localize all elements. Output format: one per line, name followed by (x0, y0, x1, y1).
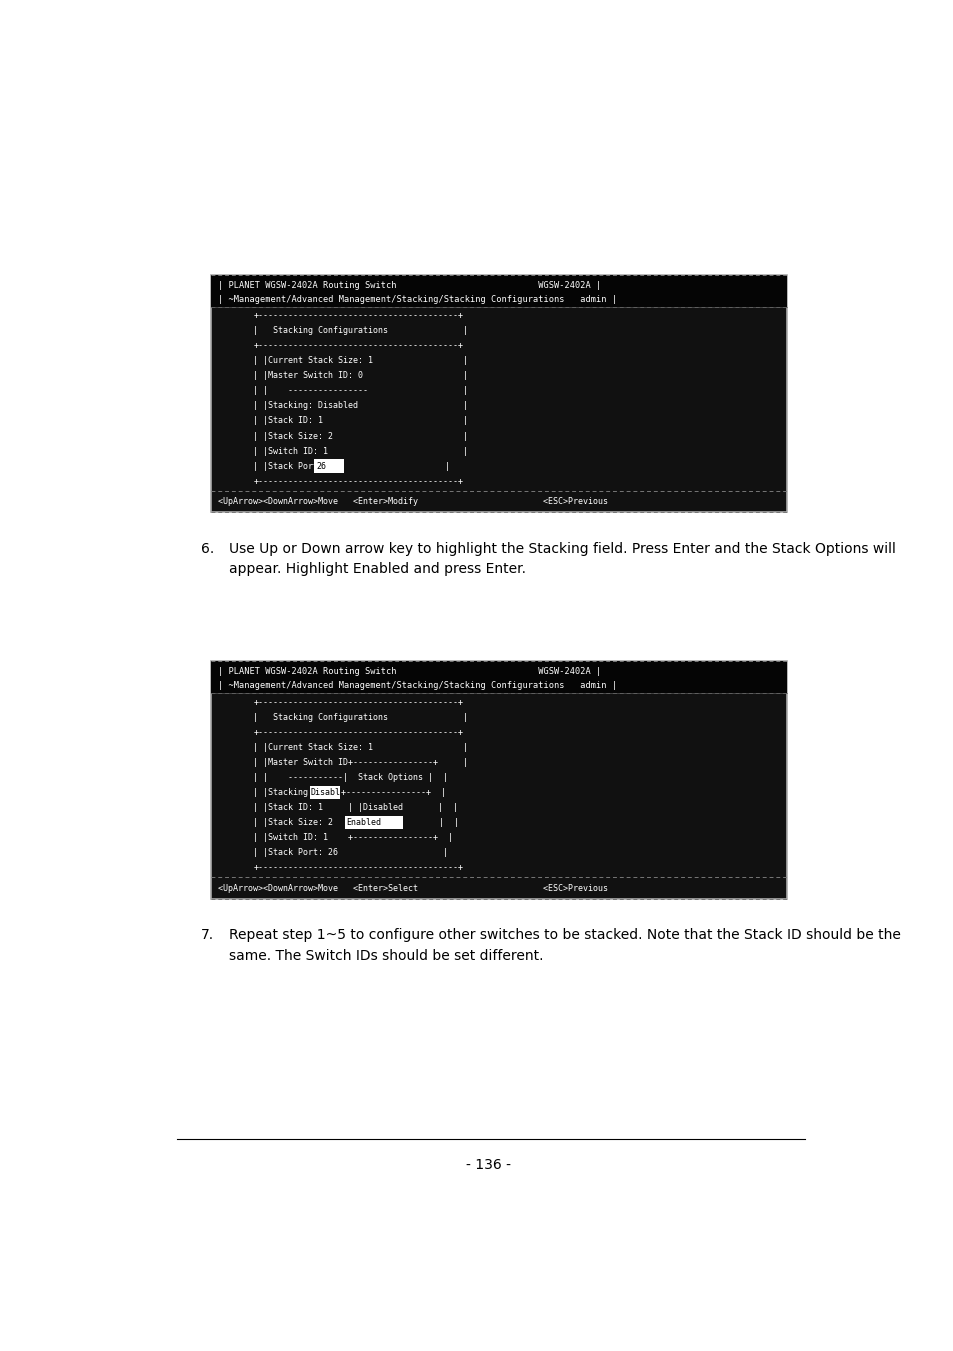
Text: Enabled: Enabled (346, 819, 380, 827)
FancyBboxPatch shape (345, 816, 403, 830)
Text: | PLANET WGSW-2402A Routing Switch                           WGSW-2402A |: | PLANET WGSW-2402A Routing Switch WGSW-… (218, 667, 601, 677)
Text: +----------------------------------------+: +---------------------------------------… (253, 863, 463, 873)
Text: +----------------+  |: +----------------+ | (341, 788, 446, 797)
Text: 6.: 6. (200, 542, 213, 555)
Text: | |Master Switch ID+----------------+     |: | |Master Switch ID+----------------+ | (253, 758, 468, 767)
Text: 26: 26 (315, 462, 326, 470)
Text: |: | (344, 462, 449, 470)
Text: Use Up or Down arrow key to highlight the Stacking field. Press Enter and the St: Use Up or Down arrow key to highlight th… (229, 542, 895, 577)
Text: | |    -----------|  Stack Options |  |: | | -----------| Stack Options | | (253, 773, 448, 782)
Text: | |Stack Port: 26                     |: | |Stack Port: 26 | (253, 848, 448, 857)
Text: | ~Management/Advanced Management/Stacking/Stacking Configurations   admin |: | ~Management/Advanced Management/Stacki… (218, 295, 617, 304)
Text: Repeat step 1~5 to configure other switches to be stacked. Note that the Stack I: Repeat step 1~5 to configure other switc… (229, 928, 901, 963)
Text: +----------------------------------------+: +---------------------------------------… (253, 728, 463, 736)
FancyBboxPatch shape (211, 661, 786, 693)
Text: | |Master Switch ID: 0                    |: | |Master Switch ID: 0 | (253, 372, 468, 381)
FancyBboxPatch shape (211, 274, 786, 307)
Text: | |Stack Size: 2   |: | |Stack Size: 2 | (253, 819, 358, 827)
Text: | |Stack ID: 1     | |Disabled       |  |: | |Stack ID: 1 | |Disabled | | (253, 802, 457, 812)
Text: | |Stack Port:: | |Stack Port: (253, 462, 323, 470)
Text: | |Stacking:: | |Stacking: (253, 788, 318, 797)
Text: 7.: 7. (200, 928, 213, 942)
FancyBboxPatch shape (211, 274, 786, 512)
Text: +----------------------------------------+: +---------------------------------------… (253, 698, 463, 707)
Text: | |Stack ID: 1                            |: | |Stack ID: 1 | (253, 416, 468, 426)
FancyBboxPatch shape (310, 786, 340, 800)
Text: | |Stacking: Disabled                     |: | |Stacking: Disabled | (253, 401, 468, 411)
Text: |   Stacking Configurations               |: | Stacking Configurations | (253, 327, 468, 335)
Text: Disabl: Disabl (311, 788, 340, 797)
Text: <UpArrow><DownArrow>Move   <Enter>Modify                         <ESC>Previous: <UpArrow><DownArrow>Move <Enter>Modify <… (218, 497, 608, 507)
Text: <UpArrow><DownArrow>Move   <Enter>Select                         <ESC>Previous: <UpArrow><DownArrow>Move <Enter>Select <… (218, 884, 608, 893)
Text: | |Switch ID: 1    +----------------+  |: | |Switch ID: 1 +----------------+ | (253, 834, 453, 842)
Text: +----------------------------------------+: +---------------------------------------… (253, 311, 463, 320)
Text: +----------------------------------------+: +---------------------------------------… (253, 342, 463, 350)
FancyBboxPatch shape (211, 661, 786, 898)
Text: | PLANET WGSW-2402A Routing Switch                           WGSW-2402A |: | PLANET WGSW-2402A Routing Switch WGSW-… (218, 281, 601, 290)
Text: | ~Management/Advanced Management/Stacking/Stacking Configurations   admin |: | ~Management/Advanced Management/Stacki… (218, 681, 617, 690)
Text: +----------------------------------------+: +---------------------------------------… (253, 477, 463, 485)
Text: | |Current Stack Size: 1                  |: | |Current Stack Size: 1 | (253, 743, 468, 753)
Text: | |Stack Size: 2                          |: | |Stack Size: 2 | (253, 431, 468, 440)
Text: | |    ----------------                   |: | | ---------------- | (253, 386, 468, 396)
Text: |   Stacking Configurations               |: | Stacking Configurations | (253, 713, 468, 721)
Text: - 136 -: - 136 - (466, 1158, 511, 1173)
Text: |  |: | | (404, 819, 458, 827)
FancyBboxPatch shape (314, 459, 343, 473)
Text: | |Switch ID: 1                           |: | |Switch ID: 1 | (253, 447, 468, 455)
Text: | |Current Stack Size: 1                  |: | |Current Stack Size: 1 | (253, 357, 468, 365)
